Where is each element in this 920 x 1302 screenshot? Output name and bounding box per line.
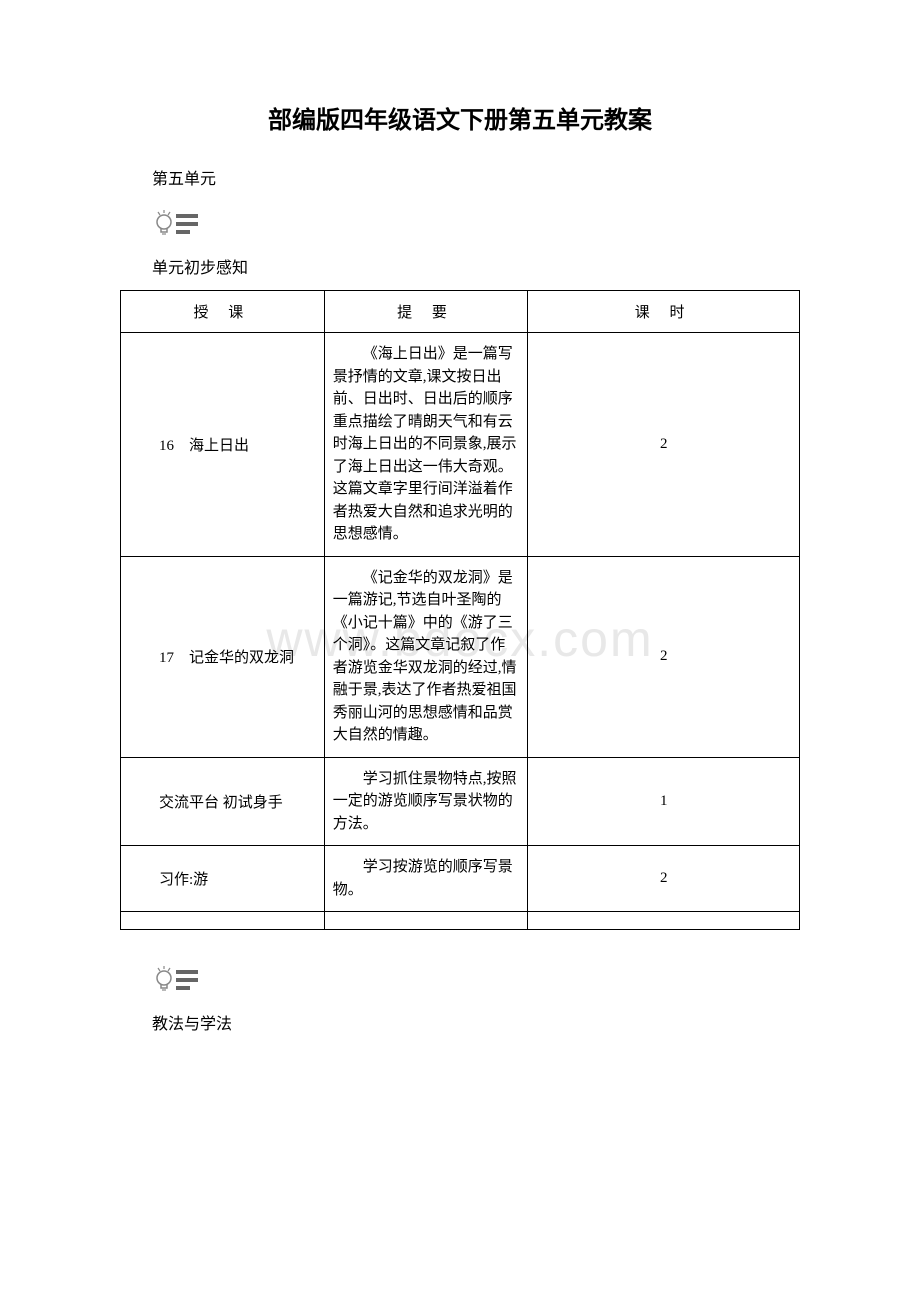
bulb-list-icon	[152, 960, 800, 1000]
lesson-desc: 《海上日出》是一篇写景抒情的文章,课文按日出前、日出时、日出后的顺序重点描绘了晴…	[324, 333, 528, 557]
table-row: 交流平台 初试身手 学习抓住景物特点,按照一定的游览顺序写景状物的方法。 1	[121, 757, 800, 846]
section-label-overview: 单元初步感知	[120, 254, 800, 278]
page-title: 部编版四年级语文下册第五单元教案	[120, 100, 800, 135]
lesson-name: 交流平台 初试身手	[121, 757, 325, 846]
lesson-table: 授 课 提 要 课 时 16 海上日出 《海上日出》是一篇写景抒情的文章,课文按…	[120, 290, 800, 930]
table-header-row: 授 课 提 要 课 时	[121, 291, 800, 333]
unit-label: 第五单元	[120, 165, 800, 189]
lesson-desc: 学习按游览的顺序写景物。	[324, 846, 528, 912]
col-header-lesson: 授 课	[121, 291, 325, 333]
col-header-hours: 课 时	[528, 291, 800, 333]
table-row: 习作:游 学习按游览的顺序写景物。 2	[121, 846, 800, 912]
lesson-hours: 2	[528, 556, 800, 757]
table-empty-row	[121, 912, 800, 930]
lesson-hours: 1	[528, 757, 800, 846]
section-label-methods: 教法与学法	[120, 1010, 800, 1034]
lesson-desc: 《记金华的双龙洞》是一篇游记,节选自叶圣陶的《小记十篇》中的《游了三个洞》。这篇…	[324, 556, 528, 757]
col-header-desc: 提 要	[324, 291, 528, 333]
lesson-hours: 2	[528, 846, 800, 912]
lesson-name: 17 记金华的双龙洞	[121, 556, 325, 757]
lesson-hours: 2	[528, 333, 800, 557]
bulb-list-icon	[152, 204, 800, 244]
lesson-name: 习作:游	[121, 846, 325, 912]
lesson-name: 16 海上日出	[121, 333, 325, 557]
lesson-desc: 学习抓住景物特点,按照一定的游览顺序写景状物的方法。	[324, 757, 528, 846]
table-row: 17 记金华的双龙洞 《记金华的双龙洞》是一篇游记,节选自叶圣陶的《小记十篇》中…	[121, 556, 800, 757]
table-row: 16 海上日出 《海上日出》是一篇写景抒情的文章,课文按日出前、日出时、日出后的…	[121, 333, 800, 557]
